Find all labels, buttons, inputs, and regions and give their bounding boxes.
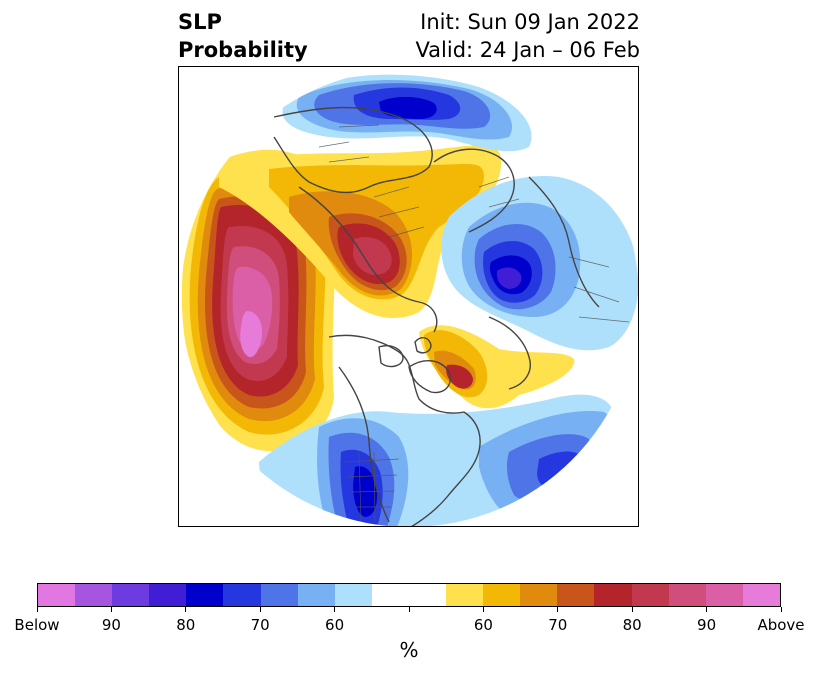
colorbar-segment bbox=[594, 584, 632, 606]
colorbar-tick-label: 60 bbox=[473, 616, 493, 634]
valid-range: Valid: 24 Jan – 06 Feb bbox=[415, 38, 640, 62]
colorbar-tick-label: 90 bbox=[101, 616, 121, 634]
colorbar-tick bbox=[557, 607, 559, 612]
coastlines bbox=[273, 106, 600, 526]
colorbar-segment bbox=[705, 584, 743, 606]
colorbar-segment bbox=[149, 584, 187, 606]
colorbar-tick-label: 60 bbox=[325, 616, 345, 634]
colorbar-tick-label: Above bbox=[757, 616, 805, 634]
asia-anomaly-85 bbox=[496, 267, 522, 289]
init-date: Init: Sun 09 Jan 2022 bbox=[420, 10, 640, 34]
colorbar-units: % bbox=[399, 638, 419, 662]
colorbar-segment bbox=[631, 584, 669, 606]
title-product: Probability bbox=[178, 38, 308, 62]
colorbar-segment bbox=[112, 584, 150, 606]
probability-map bbox=[178, 66, 639, 527]
colorbar-tick-label: 90 bbox=[697, 616, 717, 634]
colorbar-tick bbox=[631, 607, 633, 612]
europe-anomaly-80 bbox=[379, 96, 437, 119]
colorbar-segment bbox=[371, 584, 409, 606]
colorbar-segment bbox=[297, 584, 335, 606]
colorbar-tick bbox=[780, 607, 782, 612]
title-variable: SLP bbox=[178, 10, 222, 34]
colorbar-tick-label: 70 bbox=[250, 616, 270, 634]
colorbar-tick-label: 80 bbox=[622, 616, 642, 634]
map-svg bbox=[181, 69, 638, 526]
colorbar-segment bbox=[334, 584, 372, 606]
colorbar-segment bbox=[260, 584, 298, 606]
colorbar-segment bbox=[186, 584, 224, 606]
colorbar-segment bbox=[223, 584, 261, 606]
colorbar-tick bbox=[408, 607, 410, 612]
colorbar bbox=[37, 583, 781, 607]
colorbar-tick bbox=[706, 607, 708, 612]
title-left: SLP Probability bbox=[178, 8, 308, 64]
title-right: Init: Sun 09 Jan 2022 Valid: 24 Jan – 06… bbox=[415, 8, 640, 64]
colorbar-segment bbox=[668, 584, 706, 606]
colorbar-segment bbox=[483, 584, 521, 606]
colorbar-tick bbox=[36, 607, 38, 612]
colorbar-segment bbox=[742, 584, 780, 606]
probability-fields bbox=[181, 74, 638, 526]
political-borders bbox=[318, 124, 630, 523]
atlantic-neg-anomaly-80 bbox=[537, 451, 583, 490]
colorbar-segment bbox=[408, 584, 447, 606]
colorbar-tick-label: 70 bbox=[548, 616, 568, 634]
pacific-anomaly-max bbox=[240, 311, 263, 358]
colorbar-tick bbox=[482, 607, 484, 612]
eurasia-anomaly-85 bbox=[353, 236, 392, 275]
colorbar-tick-label: Below bbox=[14, 616, 60, 634]
colorbar-segment bbox=[446, 584, 484, 606]
colorbar-segment bbox=[38, 584, 76, 606]
colorbar-tick bbox=[185, 607, 187, 612]
colorbar-tick-label: 80 bbox=[176, 616, 196, 634]
atlantic-anomaly-80 bbox=[446, 364, 473, 389]
colorbar-tick bbox=[259, 607, 261, 612]
colorbar-tick bbox=[334, 607, 336, 612]
colorbar-segment bbox=[75, 584, 113, 606]
colorbar-segment bbox=[557, 584, 595, 606]
colorbar-segment bbox=[520, 584, 558, 606]
colorbar-tick bbox=[110, 607, 112, 612]
